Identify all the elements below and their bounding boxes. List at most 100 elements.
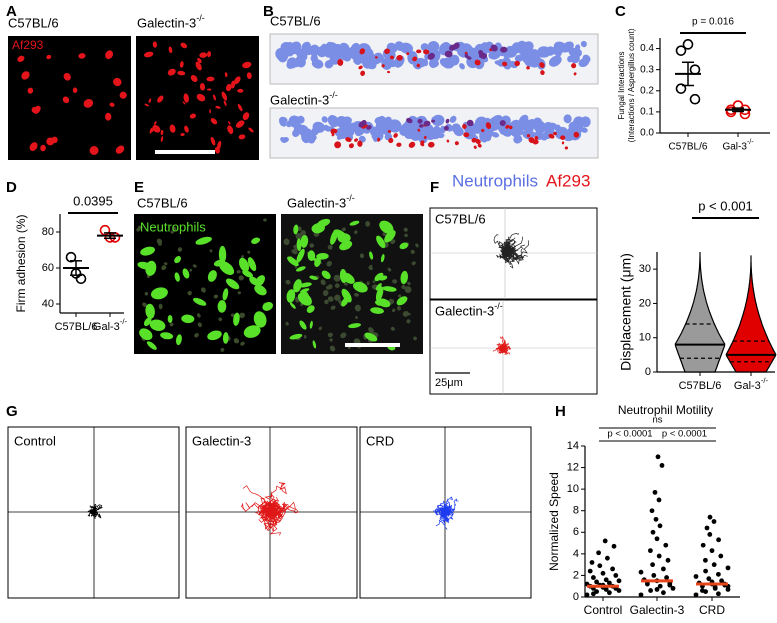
blob — [109, 102, 115, 107]
blob — [241, 255, 244, 258]
blob — [408, 141, 416, 148]
blob — [364, 332, 378, 342]
blob — [536, 126, 545, 135]
data-point — [638, 569, 644, 575]
blob — [207, 270, 217, 282]
blob — [17, 55, 25, 63]
data-point — [661, 566, 666, 572]
label: Galectin-3-/- — [270, 90, 338, 107]
y-tick-label: 0.2 — [640, 85, 654, 96]
blob — [223, 100, 227, 106]
blob — [342, 272, 355, 284]
blob — [289, 333, 303, 340]
blob — [83, 99, 94, 108]
blob — [150, 287, 168, 300]
blob — [337, 233, 351, 243]
blob — [449, 115, 457, 123]
blob — [251, 237, 261, 244]
blob — [194, 333, 199, 338]
blob — [358, 65, 363, 70]
blob — [500, 46, 508, 53]
blob — [224, 72, 228, 78]
data-point — [725, 565, 731, 571]
data-point — [716, 571, 721, 577]
blob — [464, 53, 469, 58]
data-point — [594, 579, 599, 585]
blob — [349, 220, 360, 226]
blob — [427, 141, 435, 148]
blob — [392, 125, 401, 133]
blob — [254, 284, 267, 296]
blob — [184, 125, 189, 133]
blob — [573, 72, 577, 76]
blob — [242, 270, 253, 278]
blob — [310, 54, 318, 63]
blob — [354, 292, 359, 297]
blob — [358, 121, 365, 128]
blob — [420, 43, 429, 51]
blob — [331, 128, 338, 134]
blob — [306, 305, 315, 313]
blob — [423, 120, 431, 127]
blob — [237, 88, 244, 93]
blob — [345, 137, 352, 143]
data-point — [65, 251, 77, 263]
blob — [413, 336, 417, 341]
blob — [283, 238, 290, 246]
blob — [247, 250, 251, 254]
label: Galectin-3-/- — [287, 193, 355, 210]
y-axis-label: Firm adhesion (%) — [14, 214, 28, 312]
blob — [375, 286, 384, 302]
data-point — [716, 537, 721, 543]
x-tick-label: Gal-3-/- — [722, 139, 754, 153]
y-tick-label: 10 — [567, 483, 579, 495]
blob — [407, 312, 411, 316]
blob — [169, 322, 174, 327]
blob — [374, 272, 384, 282]
blob — [560, 135, 566, 140]
blob — [326, 261, 332, 267]
violin — [674, 252, 726, 373]
blob — [522, 119, 534, 133]
blob — [187, 290, 192, 296]
label: Galectin-3-/- — [435, 301, 503, 318]
y-tick-label: 80 — [42, 226, 54, 238]
track — [499, 346, 505, 354]
blob — [580, 116, 591, 128]
blob — [320, 279, 326, 286]
blob — [353, 55, 362, 65]
blob — [299, 320, 307, 330]
track — [269, 500, 283, 513]
blob — [297, 226, 302, 232]
blob — [392, 279, 398, 284]
blob — [233, 338, 240, 344]
blob — [407, 129, 417, 140]
blob — [463, 132, 470, 138]
blob — [420, 142, 425, 147]
blob — [419, 124, 424, 128]
blob — [289, 302, 296, 309]
track — [257, 507, 272, 515]
blob — [233, 76, 241, 85]
blob — [253, 311, 267, 328]
y-tick-label: 8 — [573, 505, 579, 517]
label: C57BL/6 — [137, 195, 188, 210]
blob — [417, 128, 421, 132]
data-point — [587, 568, 593, 574]
blob — [375, 283, 382, 291]
data-point — [711, 562, 717, 568]
data-point — [597, 563, 603, 569]
blob — [561, 141, 565, 145]
track — [497, 346, 505, 352]
y-axis-label: Displacement (μm) — [618, 253, 634, 371]
data-point — [652, 489, 658, 495]
blob — [428, 53, 435, 60]
data-point — [605, 555, 610, 561]
blob — [393, 133, 398, 138]
blob — [545, 46, 556, 56]
blob — [181, 314, 195, 324]
blob — [540, 70, 545, 76]
track — [93, 504, 103, 513]
blob — [338, 300, 342, 304]
blob — [369, 251, 374, 260]
